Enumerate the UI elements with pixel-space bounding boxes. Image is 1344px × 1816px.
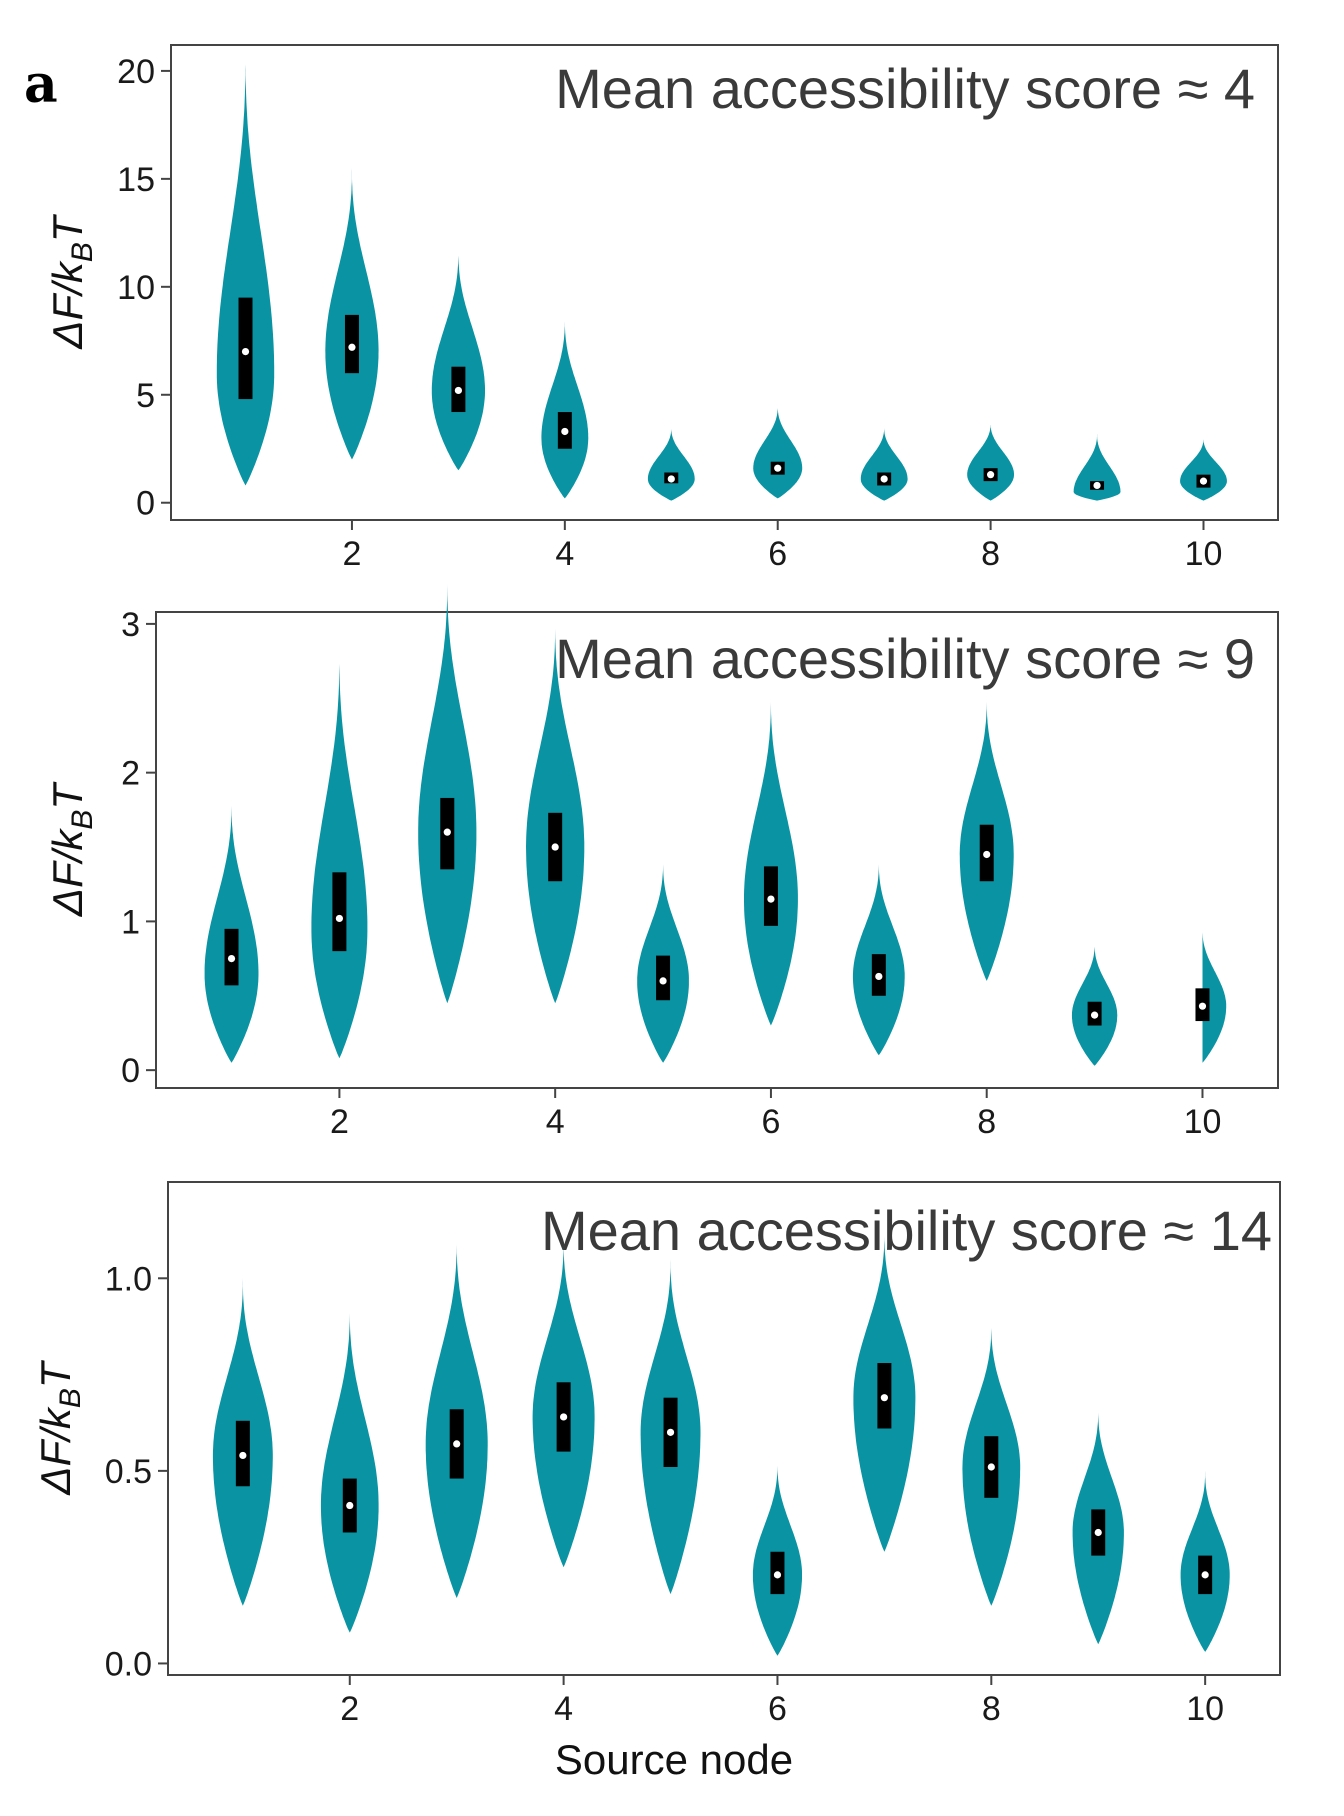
y-tick-label: 1.0 [105,1260,152,1298]
x-tick-label: 8 [982,1690,1001,1728]
median-dot-node-2 [348,343,356,351]
violin-node-2 [320,1309,379,1633]
plot-frame [170,44,1279,521]
median-dot-node-1 [239,1451,247,1460]
median-dot-node-2 [335,914,344,923]
median-dot-node-4 [551,843,559,851]
panel-label: a [24,54,58,115]
x-tick-label: 8 [977,1103,996,1141]
y-axis-label: ΔF/kBT [32,1359,87,1496]
chart-title: Mean accessibility score ≈ 14 [541,1199,1272,1262]
y-tick-label: 0 [121,1052,140,1090]
violin-node-5 [647,427,695,501]
y-tick-label: 3 [121,606,140,644]
violin-node-4 [541,319,589,499]
iqr-box-node-2 [332,872,347,952]
x-tick-label: 2 [330,1103,349,1141]
median-dot-node-4 [560,1413,568,1421]
x-tick-label: 4 [554,1690,573,1728]
median-dot-node-10 [1199,477,1208,485]
y-tick-label: 20 [117,53,155,91]
violin-node-3 [431,250,485,471]
violin-node-1 [216,53,275,486]
median-dot-node-5 [667,475,675,483]
x-tick-label: 6 [768,535,787,573]
violin-node-6 [753,405,803,499]
y-axis-label: ΔF/kBT [44,213,99,350]
x-tick-label: 10 [1184,1103,1222,1141]
median-dot-node-8 [987,471,995,479]
violin-node-7 [860,427,908,501]
median-dot-node-7 [880,475,888,483]
median-dot-node-1 [241,347,250,356]
y-tick-label: 2 [121,755,140,793]
x-tick-label: 10 [1185,535,1223,573]
median-dot-node-2 [346,1501,354,1510]
violin-node-2 [325,168,379,460]
x-tick-label: 10 [1186,1690,1224,1728]
y-tick-label: 0.0 [105,1645,152,1683]
violin-node-2 [311,653,368,1059]
median-dot-node-10 [1201,1571,1209,1579]
violin-node-8 [967,422,1014,501]
chart-panel-1: Mean accessibility score ≈ 4 0 5 10 15 20 2 4 6 8… [44,44,1279,573]
median-dot-node-4 [561,427,569,436]
chart-title: Mean accessibility score ≈ 4 [555,57,1255,120]
x-tick-label: 8 [981,535,1000,573]
chart-panel-3: Mean accessibility score ≈ 14 0.0 0.5 1.0 2 4… [32,1181,1281,1783]
median-dot-node-1 [227,954,236,963]
y-tick-label: 10 [117,269,155,307]
x-tick-label: 6 [768,1690,787,1728]
x-tick-label: 6 [761,1103,780,1141]
x-axis-label: Source node [555,1736,793,1783]
violin-node-10 [1180,438,1227,501]
median-dot-node-6 [774,464,782,472]
median-dot-node-9 [1090,1011,1099,1019]
y-tick-label: 0.5 [105,1453,152,1491]
violin-node-10 [1202,930,1227,1063]
y-tick-label: 5 [136,377,155,415]
y-tick-label: 15 [117,161,155,199]
x-tick-label: 2 [340,1690,359,1728]
violin-node-6 [744,698,798,1026]
plot-frame [155,611,1279,1089]
median-dot-node-7 [875,972,883,981]
median-dot-node-6 [773,1571,782,1579]
median-dot-node-7 [880,1394,888,1402]
median-dot-node-3 [453,1440,461,1448]
median-dot-node-3 [443,828,451,836]
median-dot-node-3 [454,386,462,395]
plot-frame [167,1181,1281,1676]
y-tick-label: 0 [136,485,155,523]
median-dot-node-9 [1093,481,1101,490]
violin-node-9 [1073,433,1121,501]
x-tick-label: 4 [546,1103,565,1141]
median-dot-node-8 [987,1463,995,1471]
x-tick-label: 2 [342,535,361,573]
median-dot-node-5 [659,977,667,985]
median-dot-node-9 [1094,1528,1102,1537]
chart-title: Mean accessibility score ≈ 9 [555,627,1255,690]
median-dot-node-10 [1198,1002,1207,1010]
median-dot-node-8 [983,850,991,859]
y-tick-label: 1 [121,903,140,941]
median-dot-node-5 [666,1428,675,1436]
violin-node-3 [418,579,477,1004]
y-axis-label: ΔF/kBT [44,781,99,918]
median-dot-node-6 [767,895,775,903]
x-tick-label: 4 [555,535,574,573]
chart-panel-2: Mean accessibility score ≈ 9 0 1 2 3 2 4 6 8 10 ΔF… [44,579,1279,1141]
